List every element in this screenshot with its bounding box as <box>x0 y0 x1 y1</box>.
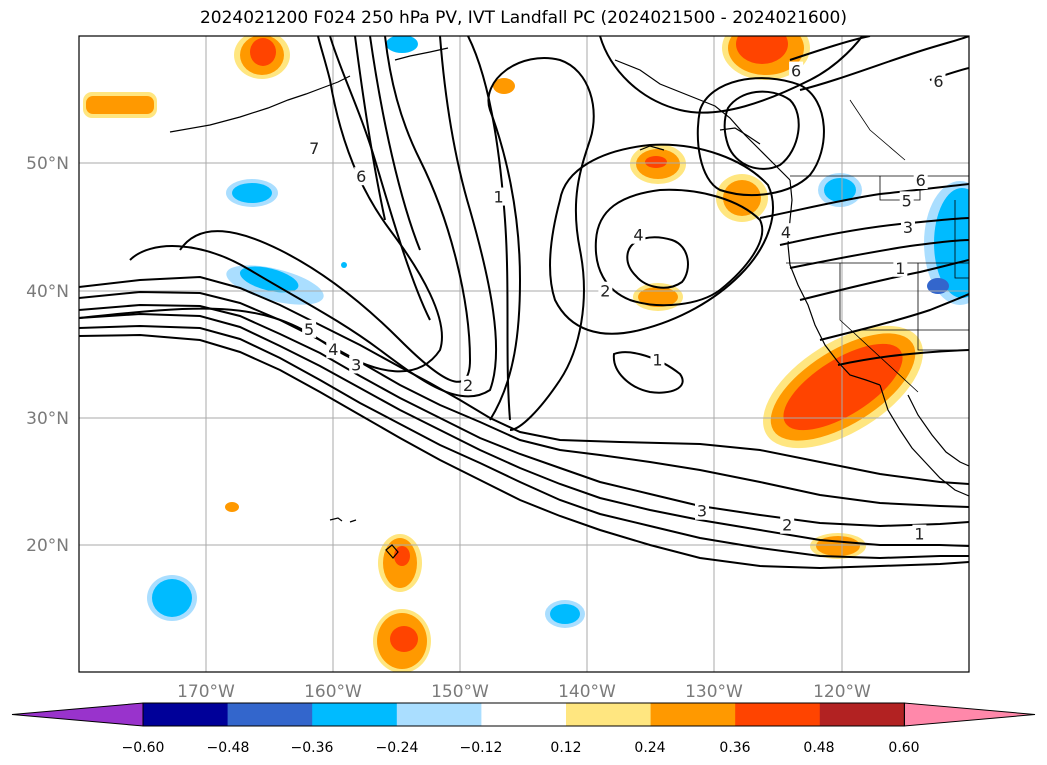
contour-label: 2 <box>600 282 610 301</box>
neg-blob-south-central <box>545 600 585 628</box>
contour-label: 3 <box>697 502 707 521</box>
neg-blob-west <box>226 179 278 207</box>
colorbar-label: −0.60 <box>122 740 165 756</box>
colorbar-swatch <box>819 703 905 726</box>
contour-label: 5 <box>304 320 314 339</box>
contour-label: 6 <box>916 171 926 190</box>
colorbar-swatch <box>227 703 313 726</box>
colorbar-swatch <box>143 703 229 726</box>
colorbar-label: 0.60 <box>888 740 919 756</box>
contour-label: 1 <box>493 188 503 207</box>
colorbar-swatch <box>396 703 482 726</box>
lat-tick-label: 50°N <box>26 154 69 174</box>
contour-label-background <box>307 139 322 158</box>
contour-label-background <box>491 187 506 206</box>
contour-label: 4 <box>781 223 791 242</box>
contour-label: 6 <box>791 62 801 81</box>
contour-label: 7 <box>309 139 319 158</box>
anomaly-blob-pacnw <box>716 174 768 222</box>
lon-tick-label: 150°W <box>431 682 489 702</box>
contour-label-background <box>912 524 927 543</box>
map-title: 2024021200 F024 250 hPa PV, IVT Landfall… <box>199 8 847 28</box>
colorbar <box>11 702 1036 727</box>
neg-blob-south-west <box>147 575 197 621</box>
contour-label-background <box>778 223 793 242</box>
lon-tick-label: 160°W <box>304 682 362 702</box>
neg-blob-north <box>386 36 418 53</box>
neg-blob-dot <box>341 262 347 268</box>
colorbar-label: −0.48 <box>207 740 250 756</box>
contour-label-background <box>461 375 476 394</box>
lat-tick-label: 30°N <box>26 409 69 429</box>
anomaly-blob-bc-coast <box>722 36 810 80</box>
contour-label: 4 <box>328 340 338 359</box>
lon-tick-labels: 170°W 160°W 150°W 140°W 130°W 120°W <box>177 682 871 702</box>
contour-label-background <box>326 340 341 359</box>
gridlines <box>79 36 969 672</box>
colorbar-label: 0.48 <box>803 740 834 756</box>
contour-label-background <box>354 167 369 186</box>
contour-label: 6 <box>356 167 366 186</box>
lon-tick-label: 130°W <box>685 682 743 702</box>
colorbar-label: 0.12 <box>550 740 581 756</box>
contour-label-background <box>913 171 928 190</box>
contour-label-background <box>349 355 364 374</box>
contour-label-background <box>631 225 646 244</box>
anomaly-blob-hawaii <box>378 534 422 592</box>
colorbar-label: −0.12 <box>460 740 503 756</box>
contour-label-background <box>598 281 613 300</box>
contour-label: 1 <box>914 525 924 544</box>
contour-label-background <box>900 218 915 237</box>
map-frame <box>78 35 970 673</box>
colorbar-swatch <box>650 703 736 726</box>
contour-label: 2 <box>782 516 792 535</box>
contour-label-background <box>899 191 914 210</box>
contour-label: 2 <box>463 376 473 395</box>
contour-label: 3 <box>351 355 361 374</box>
contour-label: 1 <box>895 259 905 278</box>
colorbar-swatch <box>566 703 652 726</box>
lon-tick-label: 140°W <box>558 682 616 702</box>
colorbar-label: −0.24 <box>376 740 419 756</box>
anomaly-blob-small <box>493 78 515 94</box>
pv-contours <box>79 36 969 570</box>
lat-tick-label: 40°N <box>26 282 69 302</box>
colorbar-extend-min <box>11 702 144 727</box>
colorbar-swatch <box>312 703 398 726</box>
colorbar-label: −0.36 <box>291 740 334 756</box>
lon-tick-label: 120°W <box>813 682 871 702</box>
anomaly-blob-south <box>373 609 431 672</box>
contour-label-background <box>931 71 946 90</box>
contour-label-background <box>650 350 665 369</box>
contour-label-background <box>893 258 908 277</box>
anomaly-blob-west <box>83 92 157 118</box>
contour-label: 3 <box>903 218 913 237</box>
anomaly-blob-north-central <box>234 36 290 79</box>
lat-tick-label: 20°N <box>26 536 69 556</box>
colorbar-frame <box>142 702 905 727</box>
neg-blob-interior-west <box>924 181 969 305</box>
contour-label-background <box>789 61 804 80</box>
colorbar-swatch <box>735 703 821 726</box>
anomaly-blob-gulf-alaska <box>630 144 686 184</box>
contour-label: 5 <box>902 191 912 210</box>
contour-label: 4 <box>633 226 643 245</box>
contour-label: 6 <box>933 72 943 91</box>
lon-tick-label: 170°W <box>177 682 235 702</box>
lat-tick-labels: 20°N 30°N 40°N 50°N <box>26 154 69 556</box>
contour-label: 1 <box>652 350 662 369</box>
colorbar-label: 0.24 <box>634 740 665 756</box>
contour-label-background <box>302 319 317 338</box>
colorbar-labels: −0.60 −0.48 −0.36 −0.24 −0.12 0.12 0.24 … <box>122 740 920 756</box>
contour-label-background <box>780 515 795 534</box>
colorbar-swatch <box>481 703 567 726</box>
colorbar-label: 0.36 <box>719 740 750 756</box>
anomaly-blob-tiny <box>225 502 239 512</box>
contour-label-background <box>695 501 709 520</box>
colorbar-extend-max <box>903 702 1036 727</box>
